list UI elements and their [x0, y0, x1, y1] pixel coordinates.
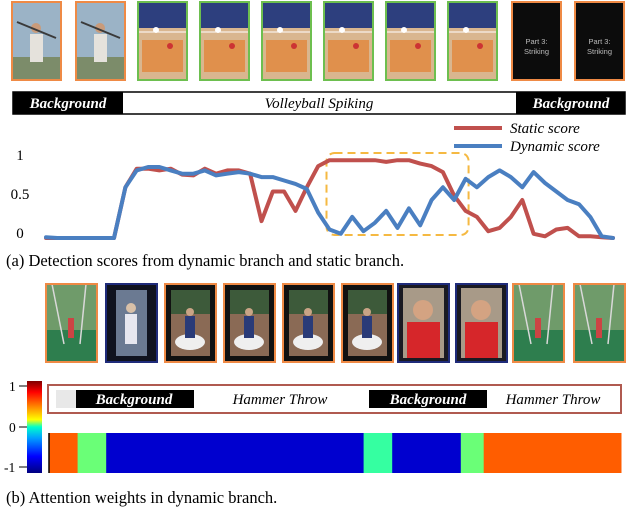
attention-cell	[363, 433, 393, 473]
segment-background-right	[516, 92, 625, 114]
attention-cell	[77, 433, 107, 473]
attention-heatmap	[49, 433, 622, 473]
video-frame	[75, 1, 126, 81]
segment-bar-a: Background Volleyball Spiking Background	[12, 91, 626, 115]
attention-cell	[483, 433, 622, 473]
segment-background	[369, 390, 487, 408]
video-frame: Part 3: Striking	[511, 1, 562, 81]
video-frame	[397, 283, 450, 363]
frames-row-b	[45, 283, 626, 363]
legend-label: Dynamic score	[509, 139, 600, 155]
frames-row-a: Part 3: Striking Part 3: Striking	[11, 1, 625, 81]
colorbar: 1 0 -1	[4, 379, 42, 475]
video-frame	[447, 1, 498, 81]
segment-background-left	[13, 92, 123, 114]
video-frame	[45, 283, 98, 363]
video-frame	[105, 283, 158, 363]
video-frame: Part 3: Striking	[574, 1, 625, 81]
segment-bar-b: Background Hammer Throw Background Hamme…	[47, 384, 622, 414]
video-frame	[164, 283, 217, 363]
video-frame	[261, 1, 312, 81]
attention-cell	[49, 433, 79, 473]
video-frame	[512, 283, 565, 363]
attention-cell	[460, 433, 485, 473]
attention-cell	[106, 433, 365, 473]
segment-label: Background	[29, 96, 107, 112]
video-frame	[223, 283, 276, 363]
colorbar-tick: 1	[9, 379, 16, 394]
video-frame	[137, 1, 188, 81]
legend: Static score Dynamic score	[454, 121, 600, 155]
highlight-box	[325, 152, 470, 236]
caption-a: (a) Detection scores from dynamic branch…	[6, 251, 404, 270]
legend-label: Static score	[510, 121, 580, 137]
video-frame	[573, 283, 626, 363]
video-frame	[385, 1, 436, 81]
video-frame	[11, 1, 62, 81]
attention-cell	[392, 433, 462, 473]
segment-label: Background	[95, 392, 173, 408]
video-frame	[199, 1, 250, 81]
segment-background	[76, 390, 194, 408]
segment-label: Hammer Throw	[232, 392, 328, 408]
title-card-text: Part 3: Striking	[524, 37, 549, 56]
line-chart: 1 0.5 0 Static score Dynamic score	[11, 121, 615, 242]
video-frame	[341, 283, 394, 363]
colorbar-tick: -1	[4, 460, 15, 475]
colorbar-tick: 0	[9, 420, 16, 435]
segment-label: Hammer Throw	[505, 392, 601, 408]
y-tick-label: 1	[16, 148, 24, 164]
colorbar-gradient	[27, 381, 42, 473]
video-frame	[455, 283, 508, 363]
y-tick-label: 0	[16, 226, 24, 242]
series-line	[44, 165, 615, 240]
title-card-text: Part 3: Striking	[587, 37, 612, 56]
video-frame	[323, 1, 374, 81]
segment-label: Volleyball Spiking	[265, 96, 374, 112]
segment-label: Background	[532, 96, 610, 112]
caption-b: (b) Attention weights in dynamic branch.	[6, 488, 277, 507]
segment-label: Background	[389, 392, 467, 408]
video-frame	[282, 283, 335, 363]
y-tick-label: 0.5	[11, 187, 30, 203]
